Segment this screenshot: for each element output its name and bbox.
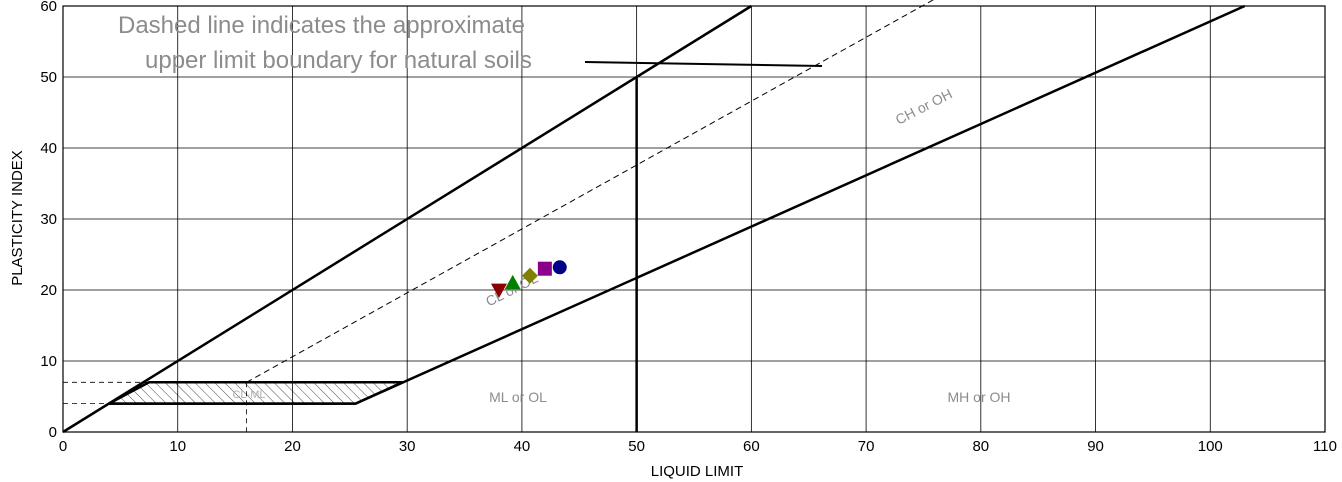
a-line: [108, 4, 1246, 405]
x-axis-title: LIQUID LIMIT: [651, 463, 744, 480]
y-axis-title: PLASTICITY INDEX: [9, 150, 26, 286]
x-tick-label: 10: [169, 438, 186, 455]
y-tick-label: 0: [49, 424, 57, 441]
y-tick-label: 30: [40, 211, 57, 228]
grid: [63, 6, 1325, 432]
x-tick-label: 50: [628, 438, 645, 455]
data-point-triangle-up: [504, 274, 521, 290]
data-point-triangle-down: [490, 283, 507, 298]
y-tick-label: 40: [40, 140, 57, 157]
x-tick-label: 0: [59, 438, 67, 455]
zone-label-ml-ol: ML or OL: [489, 389, 547, 405]
data-points: [490, 260, 567, 298]
x-tick-label: 30: [399, 438, 416, 455]
x-tick-label: 40: [514, 438, 531, 455]
data-point-diamond: [521, 267, 538, 284]
axis-ticks: 0 10 20 30 40 50 60 70 80 90 100 110 0 10 20 30 40 50 60: [40, 0, 1337, 455]
x-tick-label: 100: [1198, 438, 1223, 455]
x-tick-label: 70: [858, 438, 875, 455]
data-point-circle: [552, 260, 567, 275]
annotation-line1: Dashed line indicates the approximate: [118, 12, 525, 39]
y-tick-label: 50: [40, 69, 57, 86]
zone-label-mh-oh: MH or OH: [948, 389, 1011, 405]
y-tick-label: 20: [40, 282, 57, 299]
x-tick-label: 80: [972, 438, 989, 455]
zone-label-cl-ml: CL-ML: [232, 389, 265, 401]
boundary-lines: [62, 0, 1326, 434]
y-tick-label: 60: [40, 0, 57, 15]
data-point-square: [537, 261, 552, 276]
y-tick-label: 10: [40, 353, 57, 370]
annotation-pointer: [584, 61, 823, 67]
plot-frame: [62, 5, 1326, 433]
x-tick-label: 60: [743, 438, 760, 455]
annotation-line2: upper limit boundary for natural soils: [145, 47, 532, 74]
x-tick-label: 110: [1313, 438, 1337, 455]
natural-soil-limit-dashed: [246, 0, 934, 383]
x-tick-label: 20: [284, 438, 301, 455]
zone-label-ch-oh: CH or OH: [893, 85, 955, 127]
x-tick-label: 90: [1087, 438, 1104, 455]
